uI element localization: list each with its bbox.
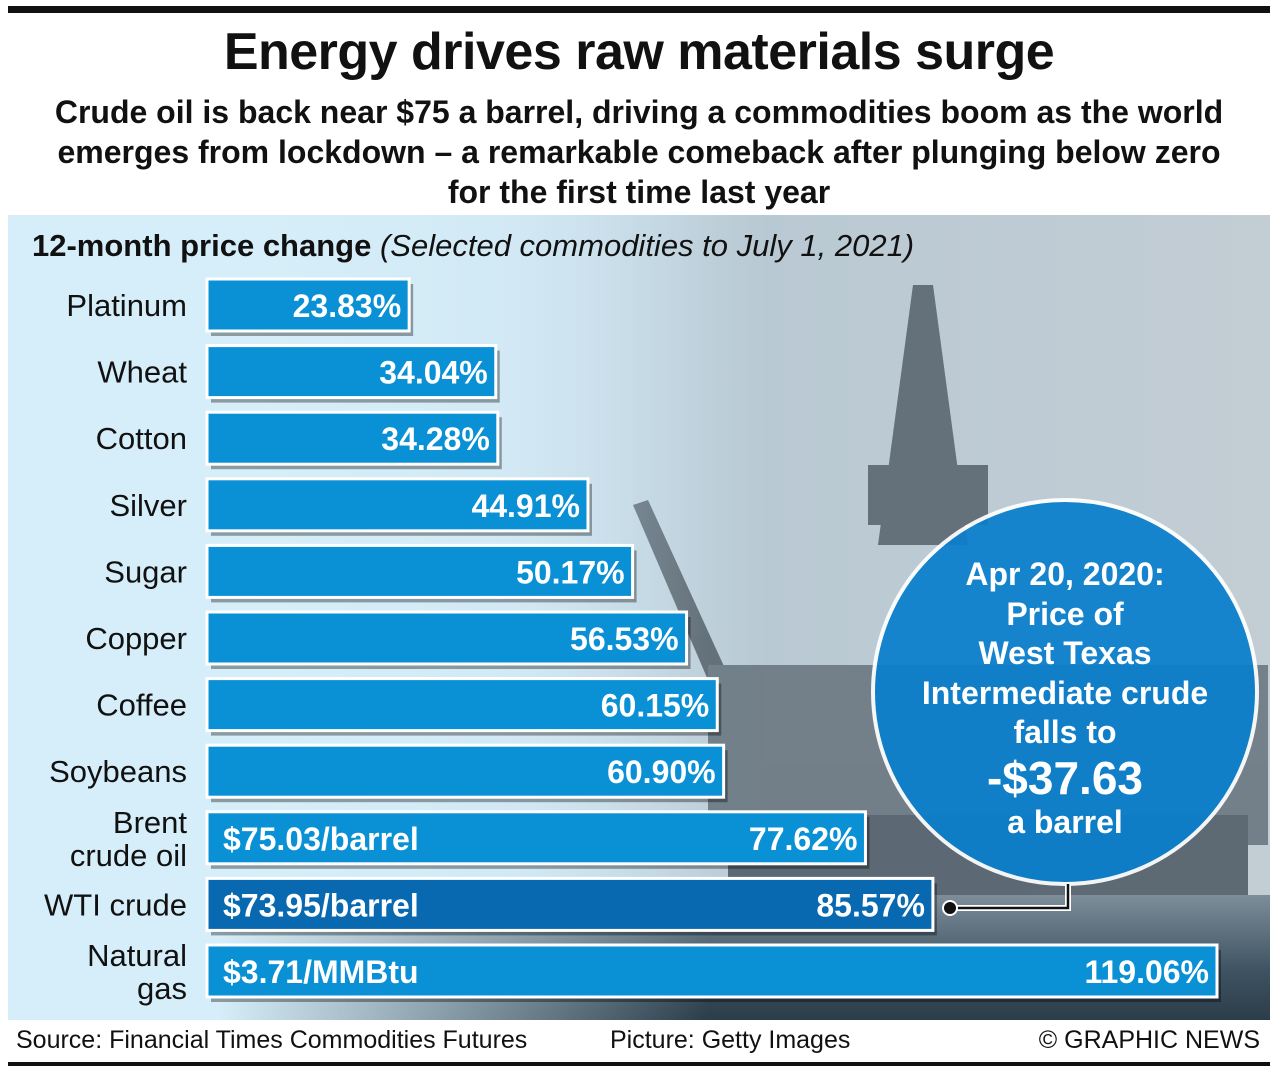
graphic-credit: © GRAPHIC NEWS	[1038, 1026, 1260, 1054]
category-label: Coffee	[96, 688, 187, 723]
category-label: Sugar	[104, 554, 187, 589]
bar-platinum	[205, 277, 411, 333]
category-label: Platinum	[66, 288, 187, 323]
bottom-rule	[8, 1062, 1270, 1066]
category-label: Soybeans	[49, 754, 187, 789]
bar-wheat	[205, 344, 498, 400]
value-label: 60.15%	[601, 688, 710, 724]
category-label: WTI crude	[44, 887, 187, 922]
chart-title: Energy drives raw materials surge	[223, 23, 1055, 81]
bar-wti-crude	[205, 876, 935, 932]
category-label: Wheat	[97, 355, 187, 390]
value-label: 23.83%	[293, 288, 402, 324]
value-label: 44.91%	[471, 488, 580, 524]
callout-value: -$37.63	[986, 751, 1143, 804]
bar-copper	[205, 610, 689, 666]
bar-soybeans	[205, 743, 726, 799]
value-label: 50.17%	[516, 554, 625, 590]
category-label: Silver	[109, 488, 187, 523]
bar-coffee	[205, 677, 719, 733]
bar-brent-crude-oil	[205, 810, 867, 866]
picture-credit: Picture: Getty Images	[610, 1026, 851, 1054]
callout-connector	[952, 884, 1070, 910]
value-label: 119.06%	[1084, 954, 1209, 990]
value-label: 34.28%	[381, 421, 490, 457]
callout-text: Apr 20, 2020: Price of West Texas Interm…	[873, 555, 1257, 842]
price-label: $3.71/MMBtu	[223, 954, 419, 990]
category-label: Brent	[113, 805, 187, 840]
value-label: 34.04%	[379, 355, 488, 391]
bar-silver	[205, 477, 590, 533]
category-label: Copper	[85, 621, 187, 656]
callout-dot	[942, 900, 958, 916]
source-note: Source: Financial Times Commodities Futu…	[16, 1026, 528, 1054]
chart-subtitle: Crude oil is back near $75 a barrel, dri…	[54, 94, 1224, 210]
value-label: 56.53%	[570, 621, 679, 657]
value-label: 60.90%	[607, 754, 716, 790]
category-label: Cotton	[96, 421, 187, 456]
bar-sugar	[205, 543, 635, 599]
bar-natural-gas	[205, 943, 1219, 999]
category-label: crude oil	[70, 838, 187, 873]
top-rule	[8, 6, 1270, 13]
value-label: 85.57%	[816, 887, 925, 923]
category-label: Natural	[87, 938, 187, 973]
price-label: $75.03/barrel	[223, 821, 419, 857]
category-label: gas	[137, 971, 187, 1006]
price-label: $73.95/barrel	[223, 887, 419, 923]
bar-cotton	[205, 410, 500, 466]
chart-label: 12-month price change (Selected commodit…	[32, 228, 915, 263]
value-label: 77.62%	[749, 821, 858, 857]
